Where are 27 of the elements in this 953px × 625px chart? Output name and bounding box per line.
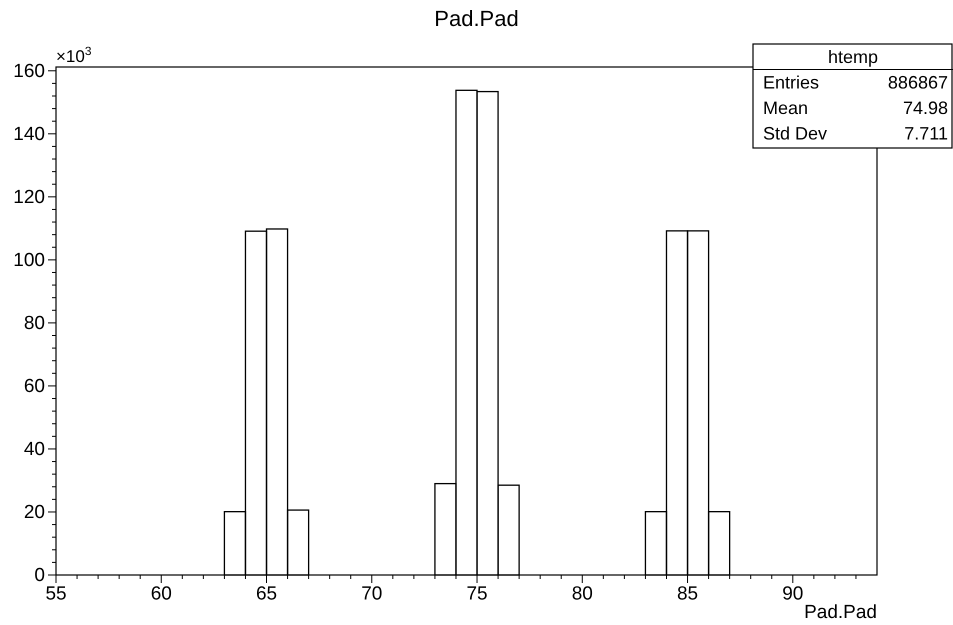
x-tick-label: 85	[676, 583, 698, 604]
y-tick-label: 140	[13, 124, 45, 145]
y-tick-label: 0	[34, 565, 45, 586]
y-tick-label: 20	[24, 502, 45, 524]
y-tick-label: 100	[13, 250, 45, 271]
y-tick-label: 120	[13, 186, 45, 208]
x-tick-label: 75	[466, 583, 488, 604]
chart-title: Pad.Pad	[434, 6, 519, 31]
x-tick-label: 80	[572, 583, 593, 604]
x-tick-label: 60	[150, 583, 172, 604]
y-tick-label: 80	[24, 312, 45, 334]
text: 886867	[888, 72, 948, 92]
x-tick-label: 90	[782, 583, 804, 604]
y-axis-title: ×10$^{3}$	[56, 44, 92, 66]
y-tick-label: 40	[24, 439, 45, 460]
y-tick-label: 60	[24, 376, 45, 397]
x-axis-title: Pad.Pad	[804, 602, 877, 623]
x-tick-label: 70	[361, 583, 382, 604]
y-tick-label: 160	[13, 60, 45, 82]
annotation: Mean	[763, 98, 808, 118]
x-tick-label: 65	[256, 583, 278, 604]
annotation: Std Dev	[763, 124, 828, 144]
text: 7.711	[904, 124, 948, 144]
x-tick-label: 55	[45, 583, 67, 604]
annotation: Entries	[763, 72, 820, 92]
text: 74.98	[902, 98, 948, 118]
annotation: htemp	[828, 47, 878, 67]
